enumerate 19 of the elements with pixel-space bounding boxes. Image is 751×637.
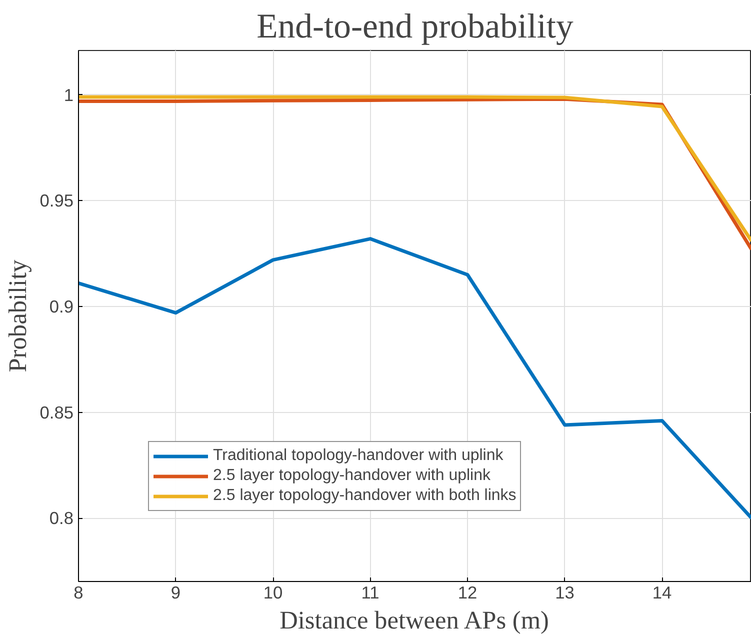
- y-tick-label: 0.9: [49, 296, 74, 316]
- x-axis-title: Distance between APs (m): [280, 606, 550, 634]
- x-tick-label: 9: [170, 582, 181, 602]
- legend-label: 2.5 layer topology-handover with both links: [213, 487, 516, 505]
- x-tick-label: 10: [263, 582, 283, 602]
- y-tick-label: 0.85: [40, 402, 74, 422]
- x-tick-label: 13: [555, 582, 574, 602]
- y-tick-label: 0.8: [49, 508, 74, 528]
- x-tick-label: 14: [652, 582, 672, 602]
- line-series: [78, 237, 751, 520]
- chart-title: End-to-end probability: [256, 8, 574, 46]
- y-axis-title: Probability: [4, 259, 32, 372]
- y-tick-label: 1: [64, 84, 74, 105]
- legend-label: 2.5 layer topology-handover with uplink: [213, 467, 490, 485]
- x-tick-label: 8: [74, 582, 84, 602]
- legend-label: Traditional topology-handover with uplink: [213, 447, 504, 465]
- x-tick-label: 12: [458, 582, 478, 602]
- x-tick-label: 11: [361, 582, 380, 602]
- y-tick-label: 0.95: [40, 190, 74, 211]
